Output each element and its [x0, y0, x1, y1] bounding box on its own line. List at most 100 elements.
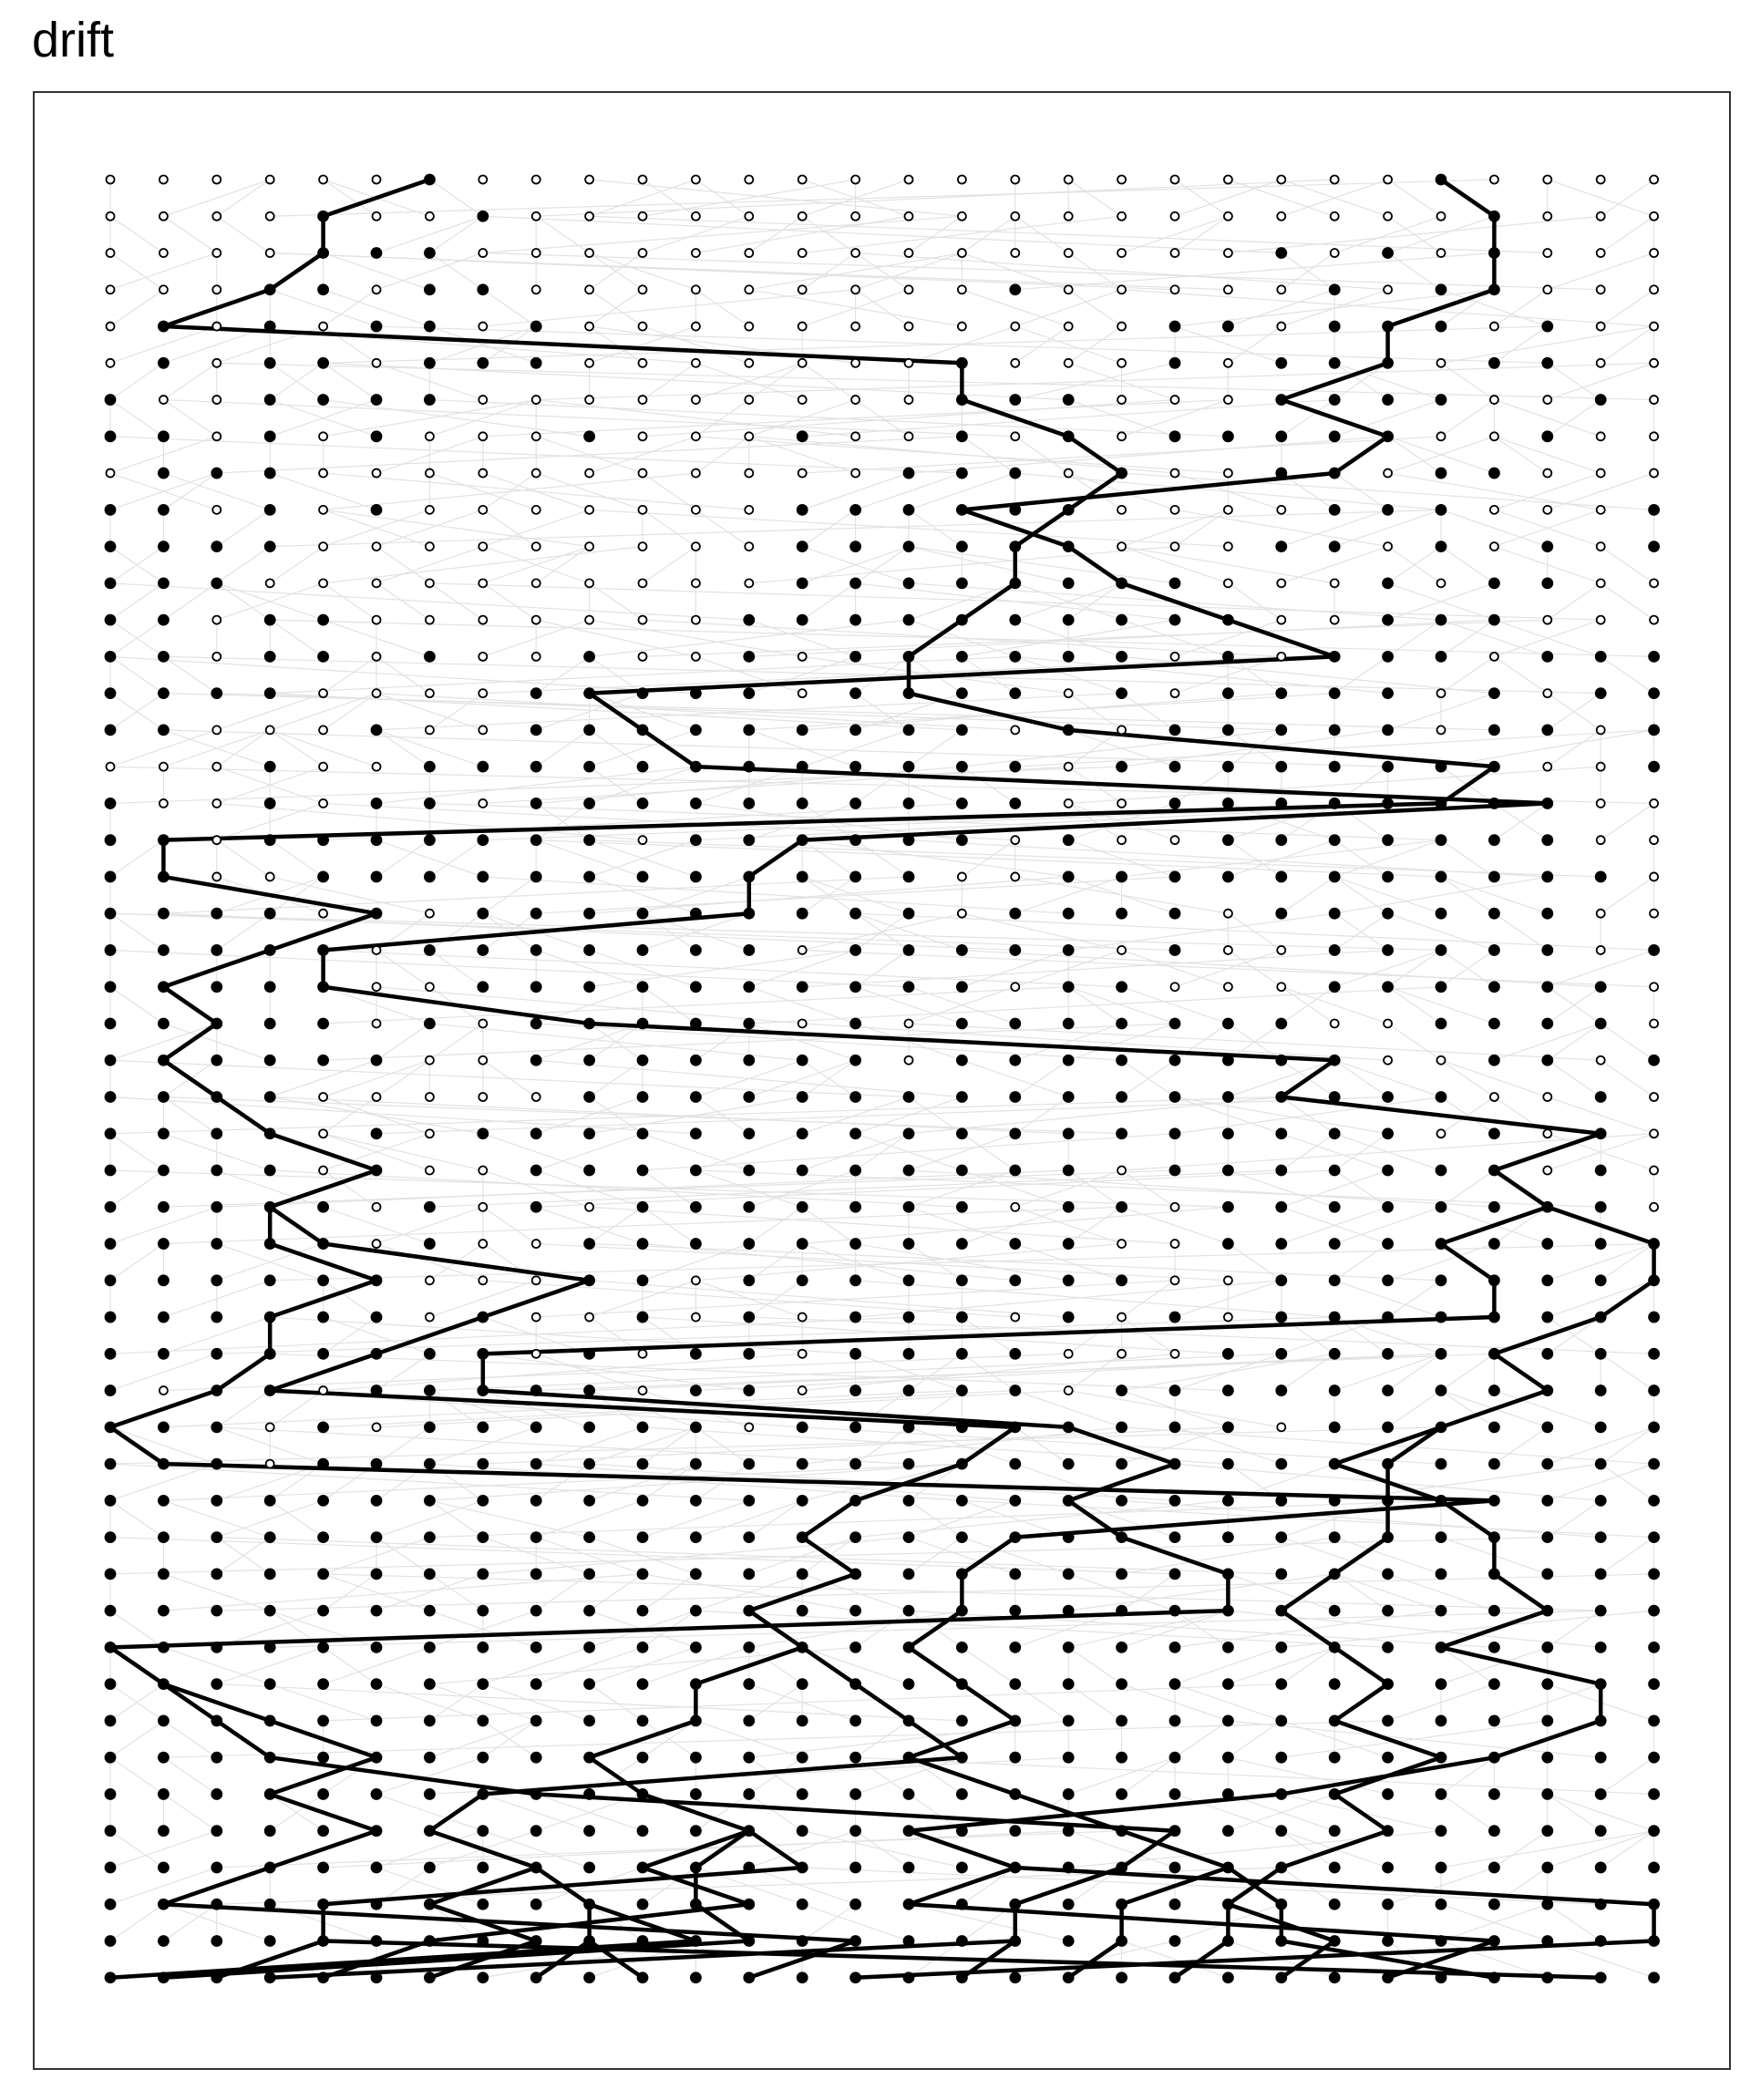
- open-dot: [478, 1201, 489, 1212]
- filled-dot: [263, 1898, 276, 1910]
- lineage: [1119, 1828, 1230, 1870]
- filled-dot: [477, 1604, 489, 1617]
- filled-dot: [636, 1311, 649, 1323]
- parent-link: [429, 1023, 484, 1061]
- open-dot: [158, 284, 169, 295]
- parent-link: [1067, 1316, 1122, 1354]
- parent-link: [269, 362, 324, 401]
- filled-dot: [583, 1971, 595, 1984]
- filled-dot: [477, 356, 489, 369]
- filled-dot: [1435, 1017, 1447, 1030]
- filled-dot: [1168, 1861, 1181, 1874]
- filled-dot: [849, 650, 861, 663]
- lineage: [1492, 1168, 1550, 1210]
- filled-dot: [423, 1238, 436, 1250]
- filled-dot: [1435, 1825, 1447, 1838]
- parent-link: [748, 655, 856, 695]
- parent-link: [1174, 215, 1229, 254]
- lineage: [108, 1608, 1230, 1650]
- parent-link: [1121, 546, 1335, 584]
- filled-dot: [530, 1457, 542, 1470]
- open-dot: [903, 431, 914, 442]
- open-dot: [903, 1018, 914, 1029]
- lineage: [480, 1314, 1497, 1356]
- filled-dot: [743, 1971, 756, 1984]
- filled-dot: [1648, 1531, 1660, 1544]
- filled-dot: [902, 687, 915, 700]
- filled-dot: [317, 1531, 330, 1544]
- filled-dot: [1435, 320, 1447, 333]
- filled-dot: [370, 834, 383, 847]
- parent-link: [1440, 619, 1548, 657]
- parent-link: [642, 362, 696, 401]
- filled-dot: [104, 1091, 117, 1103]
- parent-link: [376, 1096, 1388, 1135]
- filled-dot: [317, 1054, 330, 1066]
- parent-link: [163, 179, 271, 217]
- lineage: [1119, 581, 1230, 623]
- open-dot: [1063, 211, 1074, 221]
- open-dot: [1595, 835, 1606, 846]
- lineage: [906, 1755, 1018, 1796]
- filled-dot: [796, 1091, 808, 1103]
- filled-dot: [1488, 1274, 1500, 1287]
- filled-dot: [583, 724, 595, 736]
- open-dot: [478, 174, 489, 185]
- filled-dot: [690, 1164, 702, 1177]
- parent-link: [323, 325, 377, 364]
- open-dot: [371, 1018, 382, 1029]
- lineage: [746, 838, 805, 880]
- open-dot: [530, 431, 541, 442]
- parent-link: [1547, 1793, 1654, 1832]
- open-dot: [211, 321, 222, 332]
- parent-link: [802, 215, 1122, 254]
- filled-dot: [1382, 834, 1394, 847]
- open-dot: [478, 688, 489, 699]
- filled-dot: [317, 283, 330, 296]
- open-dot: [903, 1055, 914, 1065]
- filled-dot: [1168, 613, 1181, 626]
- parent-link: [535, 802, 590, 841]
- filled-dot: [157, 1494, 170, 1507]
- filled-dot: [1541, 1200, 1554, 1213]
- filled-dot: [1275, 430, 1288, 443]
- filled-dot: [317, 247, 330, 259]
- parent-link: [802, 839, 1069, 878]
- filled-dot: [157, 834, 170, 847]
- filled-dot: [1222, 1200, 1234, 1213]
- filled-dot: [1009, 1385, 1022, 1396]
- open-dot: [797, 211, 808, 221]
- lineage: [480, 1388, 1071, 1430]
- parent-link: [1600, 1756, 1654, 1795]
- parent-link: [482, 1830, 590, 1868]
- filled-dot: [1382, 394, 1394, 406]
- filled-dot: [796, 1531, 808, 1544]
- open-dot: [637, 395, 648, 405]
- filled-dot: [1116, 1127, 1127, 1140]
- parent-link: [270, 1096, 1069, 1135]
- parent-link: [1440, 1646, 1548, 1685]
- filled-dot: [1116, 1751, 1127, 1764]
- lineage: [906, 1792, 1284, 1833]
- parent-link: [1334, 1206, 1442, 1245]
- parent-link: [1494, 1023, 1601, 1061]
- parent-link: [1334, 839, 1442, 878]
- filled-dot: [1009, 503, 1022, 516]
- filled-dot: [1116, 870, 1127, 883]
- open-dot: [424, 211, 435, 221]
- parent-link: [216, 802, 643, 841]
- open-dot: [1223, 468, 1233, 479]
- open-dot: [478, 1055, 489, 1065]
- filled-dot: [530, 687, 542, 700]
- filled-dot: [796, 1238, 808, 1250]
- open-dot: [1649, 614, 1659, 625]
- parent-link: [1387, 436, 1442, 474]
- filled-dot: [1488, 1678, 1500, 1691]
- parent-link: [1440, 1830, 1654, 1868]
- filled-dot: [1382, 1457, 1394, 1470]
- parent-link: [270, 289, 377, 327]
- parent-link: [962, 436, 1016, 474]
- filled-dot: [1541, 1788, 1554, 1800]
- parent-link: [802, 1830, 962, 1868]
